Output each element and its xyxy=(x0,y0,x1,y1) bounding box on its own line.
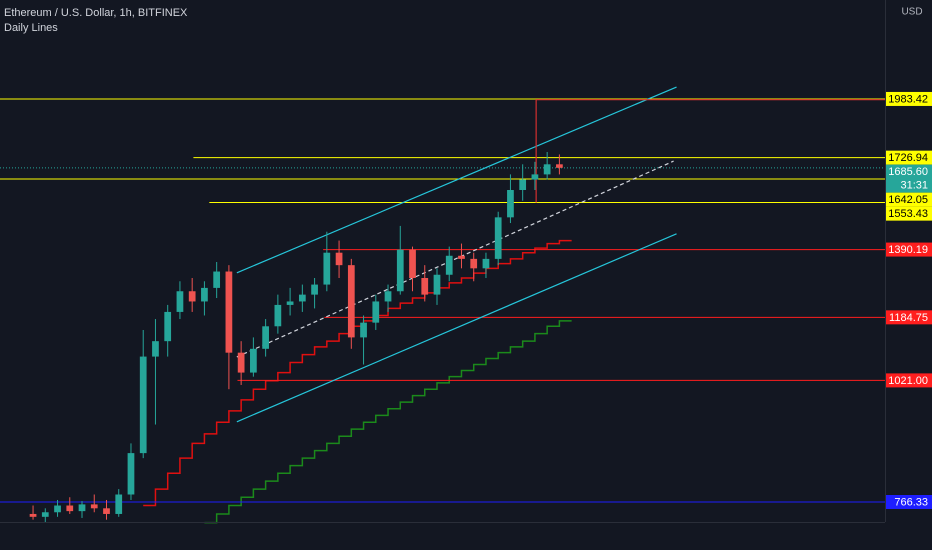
price-label-box xyxy=(886,164,932,193)
candle-body xyxy=(298,294,306,302)
price-label: 1390.19 xyxy=(888,244,928,256)
price-label: 1685.60 xyxy=(888,166,928,178)
candle-body xyxy=(323,252,331,285)
candle-body xyxy=(115,494,123,514)
price-label-box xyxy=(886,192,932,207)
candle-body xyxy=(384,291,392,302)
candle-body xyxy=(262,326,269,349)
candle-body xyxy=(29,513,37,517)
price-label: 766.33 xyxy=(894,496,928,508)
candle-body xyxy=(347,265,355,338)
candle-body xyxy=(445,255,453,275)
candle-body xyxy=(176,291,184,312)
candle-body xyxy=(201,287,208,302)
candle-body xyxy=(152,341,159,357)
candle-body xyxy=(286,301,294,305)
candle-body xyxy=(396,249,404,292)
candle-body xyxy=(421,277,429,295)
trend-line xyxy=(236,86,677,274)
candle-body xyxy=(225,271,233,353)
candle-body xyxy=(250,348,257,373)
candle-body xyxy=(409,249,416,278)
candle-body xyxy=(372,301,380,323)
trend-line xyxy=(535,99,885,203)
candle-body xyxy=(237,352,245,373)
candle-body xyxy=(139,356,147,454)
candle-body xyxy=(458,255,465,259)
candle-body xyxy=(507,189,514,218)
candle-body xyxy=(164,311,172,342)
step-line xyxy=(143,239,572,507)
candle-body xyxy=(494,217,502,259)
candle-body xyxy=(127,453,135,495)
price-label-box xyxy=(886,150,932,165)
candle-body xyxy=(311,284,318,295)
price-label-box xyxy=(886,494,932,509)
candle-body xyxy=(543,164,551,175)
candle-body xyxy=(335,252,343,266)
candle-body xyxy=(274,304,282,327)
indicator-name: Daily Lines xyxy=(4,22,58,34)
candle-body xyxy=(519,179,527,190)
price-label: 1642.05 xyxy=(888,194,928,206)
price-label: 1184.75 xyxy=(889,312,928,324)
price-label: 1021.00 xyxy=(888,375,928,387)
price-label: 1726.94 xyxy=(888,152,928,164)
candle-body xyxy=(482,258,490,269)
price-label-box xyxy=(886,91,932,106)
price-label: 1983.42 xyxy=(888,93,928,105)
candle-body xyxy=(41,512,49,517)
candle-body xyxy=(531,174,539,180)
candle-body xyxy=(556,164,563,168)
trend-line xyxy=(236,233,677,423)
candle-body xyxy=(433,274,441,295)
step-line xyxy=(204,320,572,524)
candle-body xyxy=(66,505,74,512)
candle-body xyxy=(78,504,86,512)
candle-body xyxy=(470,258,478,269)
candle-body xyxy=(213,271,221,288)
currency-button[interactable]: USD xyxy=(901,7,922,18)
symbol-title: Ethereum / U.S. Dollar, 1h, BITFINEX xyxy=(4,7,188,19)
price-label-box xyxy=(886,206,932,221)
candle-body xyxy=(103,508,110,514)
candle-body xyxy=(188,291,196,302)
candle-body xyxy=(360,322,367,338)
candle-body xyxy=(54,505,61,513)
candle-body xyxy=(90,504,98,509)
price-label-box xyxy=(886,373,932,388)
price-label-box xyxy=(886,310,932,325)
price-label: 1553.43 xyxy=(888,208,928,220)
trend-line xyxy=(236,160,674,358)
price-label-box xyxy=(886,242,932,257)
countdown: 31:31 xyxy=(900,180,928,192)
